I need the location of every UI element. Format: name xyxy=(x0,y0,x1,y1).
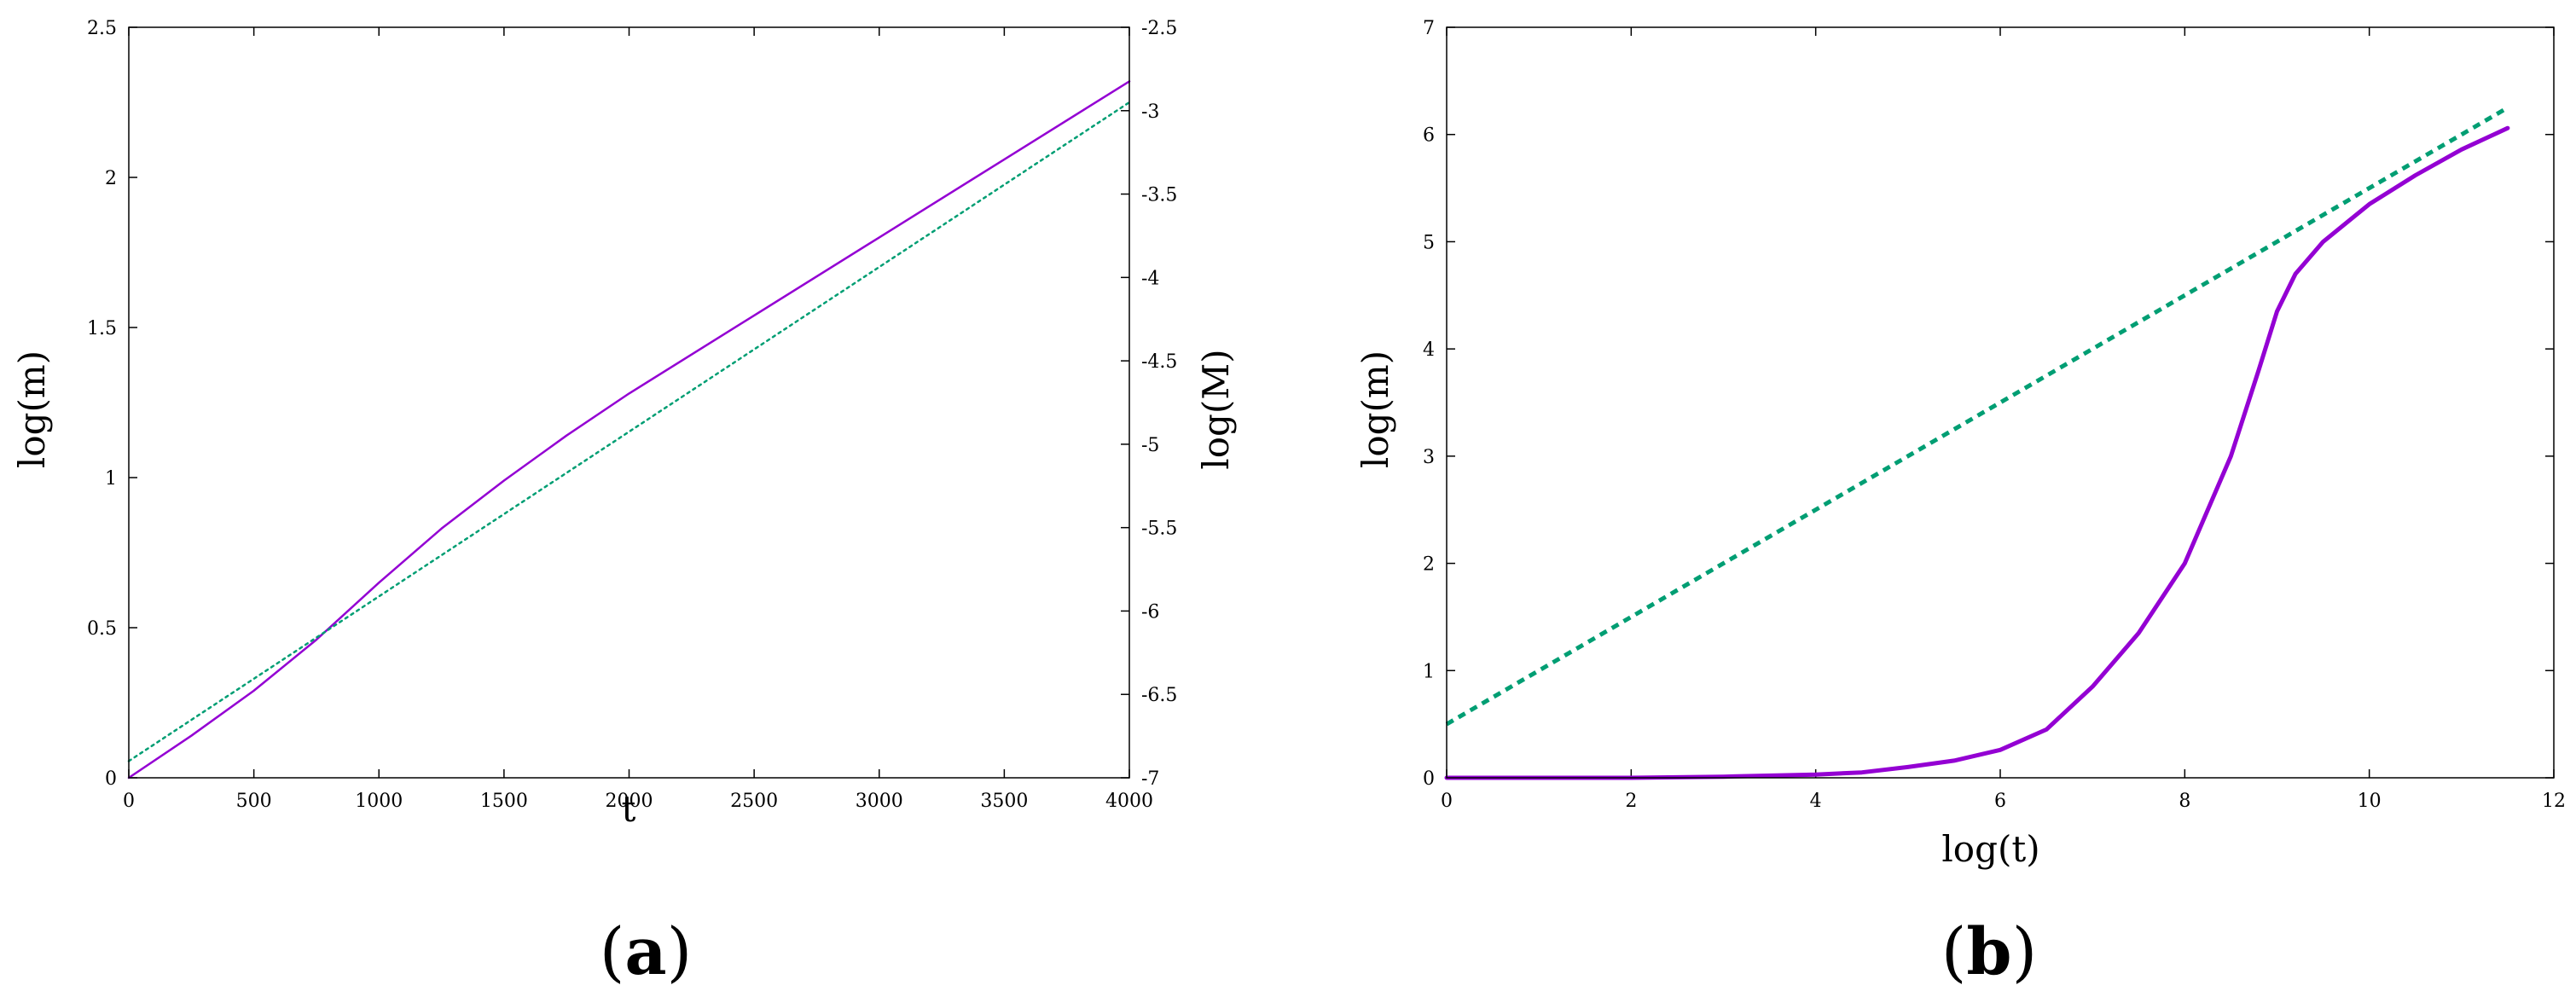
panel-a-y2-tick-label: -5.5 xyxy=(1141,519,1177,540)
panel-b-letter: b xyxy=(1966,913,2011,989)
panel-b-y-tick-label: 1 xyxy=(1423,661,1435,682)
panel-a-plot-frame xyxy=(128,26,1130,779)
panel-a-y-tick-label: 1 xyxy=(105,468,117,490)
panel-a-y2-axis-label: log(M) xyxy=(1195,349,1237,469)
panel-a-y2-tick-label: -3 xyxy=(1141,101,1159,123)
panel-a-y-tick-label: 0 xyxy=(105,768,117,790)
panel-a-x-tick-label: 3500 xyxy=(980,791,1028,812)
panel-a-y2-tick-label: -3.5 xyxy=(1141,185,1177,206)
panel-a-y2-tick-label: -5 xyxy=(1141,435,1159,456)
panel-a-x-tick-label: 0 xyxy=(123,791,135,812)
panel-a-x-tick-label: 1000 xyxy=(355,791,403,812)
panel-a-series xyxy=(127,80,1131,779)
panel-a-y2-tick-label: -4.5 xyxy=(1141,351,1177,373)
panel-b-series-dashed-line xyxy=(1445,106,2509,727)
panel-a-series-dotted-line xyxy=(127,101,1131,762)
panel-b-x-tick-label: 2 xyxy=(1625,791,1637,812)
panel-a-y2-tick-label: -4 xyxy=(1141,268,1159,289)
panel-a-x-tick-label: 500 xyxy=(236,791,272,812)
panel-b-x-tick-label: 10 xyxy=(2358,791,2382,812)
panel-a-y-tick-label: 1.5 xyxy=(87,318,117,339)
panel-b-y-tick-label: 7 xyxy=(1423,18,1435,39)
panel-a-series-solid-line xyxy=(127,80,1131,779)
panel-a-x-tick-label: 3000 xyxy=(856,791,903,812)
panel-b-y-tick-label: 6 xyxy=(1423,125,1435,147)
panel-b-x-tick-label: 6 xyxy=(1994,791,2006,812)
panel-a-x-tick-label: 1500 xyxy=(480,791,528,812)
panel-b-x-tick-label: 4 xyxy=(1810,791,1822,812)
panel-b-x-tick-label: 0 xyxy=(1441,791,1453,812)
panel-b-x-tick-label: 8 xyxy=(2179,791,2190,812)
panel-a-y-tick-label: 2 xyxy=(105,168,117,189)
panel-a-x-axis-label: t xyxy=(622,788,636,830)
panel-a-x-tick-label: 4000 xyxy=(1105,791,1153,812)
panel-b-series-solid-line xyxy=(1444,125,2510,780)
panel-a-y2-tick-label: -2.5 xyxy=(1141,18,1177,39)
panel-b-x-tick-label: 12 xyxy=(2542,791,2566,812)
panel-b-x-axis-label: log(t) xyxy=(1941,828,2039,870)
panel-a-y-tick-label: 0.5 xyxy=(87,618,117,640)
panel-b-y-tick-label: 2 xyxy=(1423,554,1435,576)
panel-b-ticks xyxy=(1446,26,2555,779)
panel-a-y-tick-label: 2.5 xyxy=(87,18,117,39)
panel-a-x-tick-label: 2500 xyxy=(730,791,778,812)
panel-a-y-axis-label: log(m) xyxy=(11,351,53,468)
panel-b-y-tick-label: 0 xyxy=(1423,768,1435,790)
panel-a-ticks xyxy=(128,26,1130,779)
panel-b-series xyxy=(1444,106,2510,780)
panel-b-plot-frame xyxy=(1446,26,2555,779)
panel-b-y-tick-label: 5 xyxy=(1423,232,1435,253)
panel-a-y2-tick-label: -6.5 xyxy=(1141,685,1177,706)
panel-b-y-axis-label: log(m) xyxy=(1355,351,1396,468)
panel-a-label: (a) xyxy=(600,913,693,989)
panel-b-label: (b) xyxy=(1941,913,2037,989)
panel-a-letter: a xyxy=(624,913,666,989)
panel-a-x-tick-label: 2000 xyxy=(606,791,653,812)
panel-a-tick-labels: 0 500 1000 1500 2000 2500 3000 3500 4000 0 0.5 1 1.5… xyxy=(87,18,1177,812)
panel-a-y2-tick-label: -7 xyxy=(1141,768,1159,790)
panel-b-y-tick-label: 4 xyxy=(1423,339,1435,361)
panel-b-y-tick-label: 3 xyxy=(1423,447,1435,468)
chart-panel-a: 0 500 1000 1500 2000 2500 3000 3500 4000 0 0.5 1 1.5… xyxy=(11,18,1237,989)
panel-a-y2-tick-label: -6 xyxy=(1141,601,1159,623)
